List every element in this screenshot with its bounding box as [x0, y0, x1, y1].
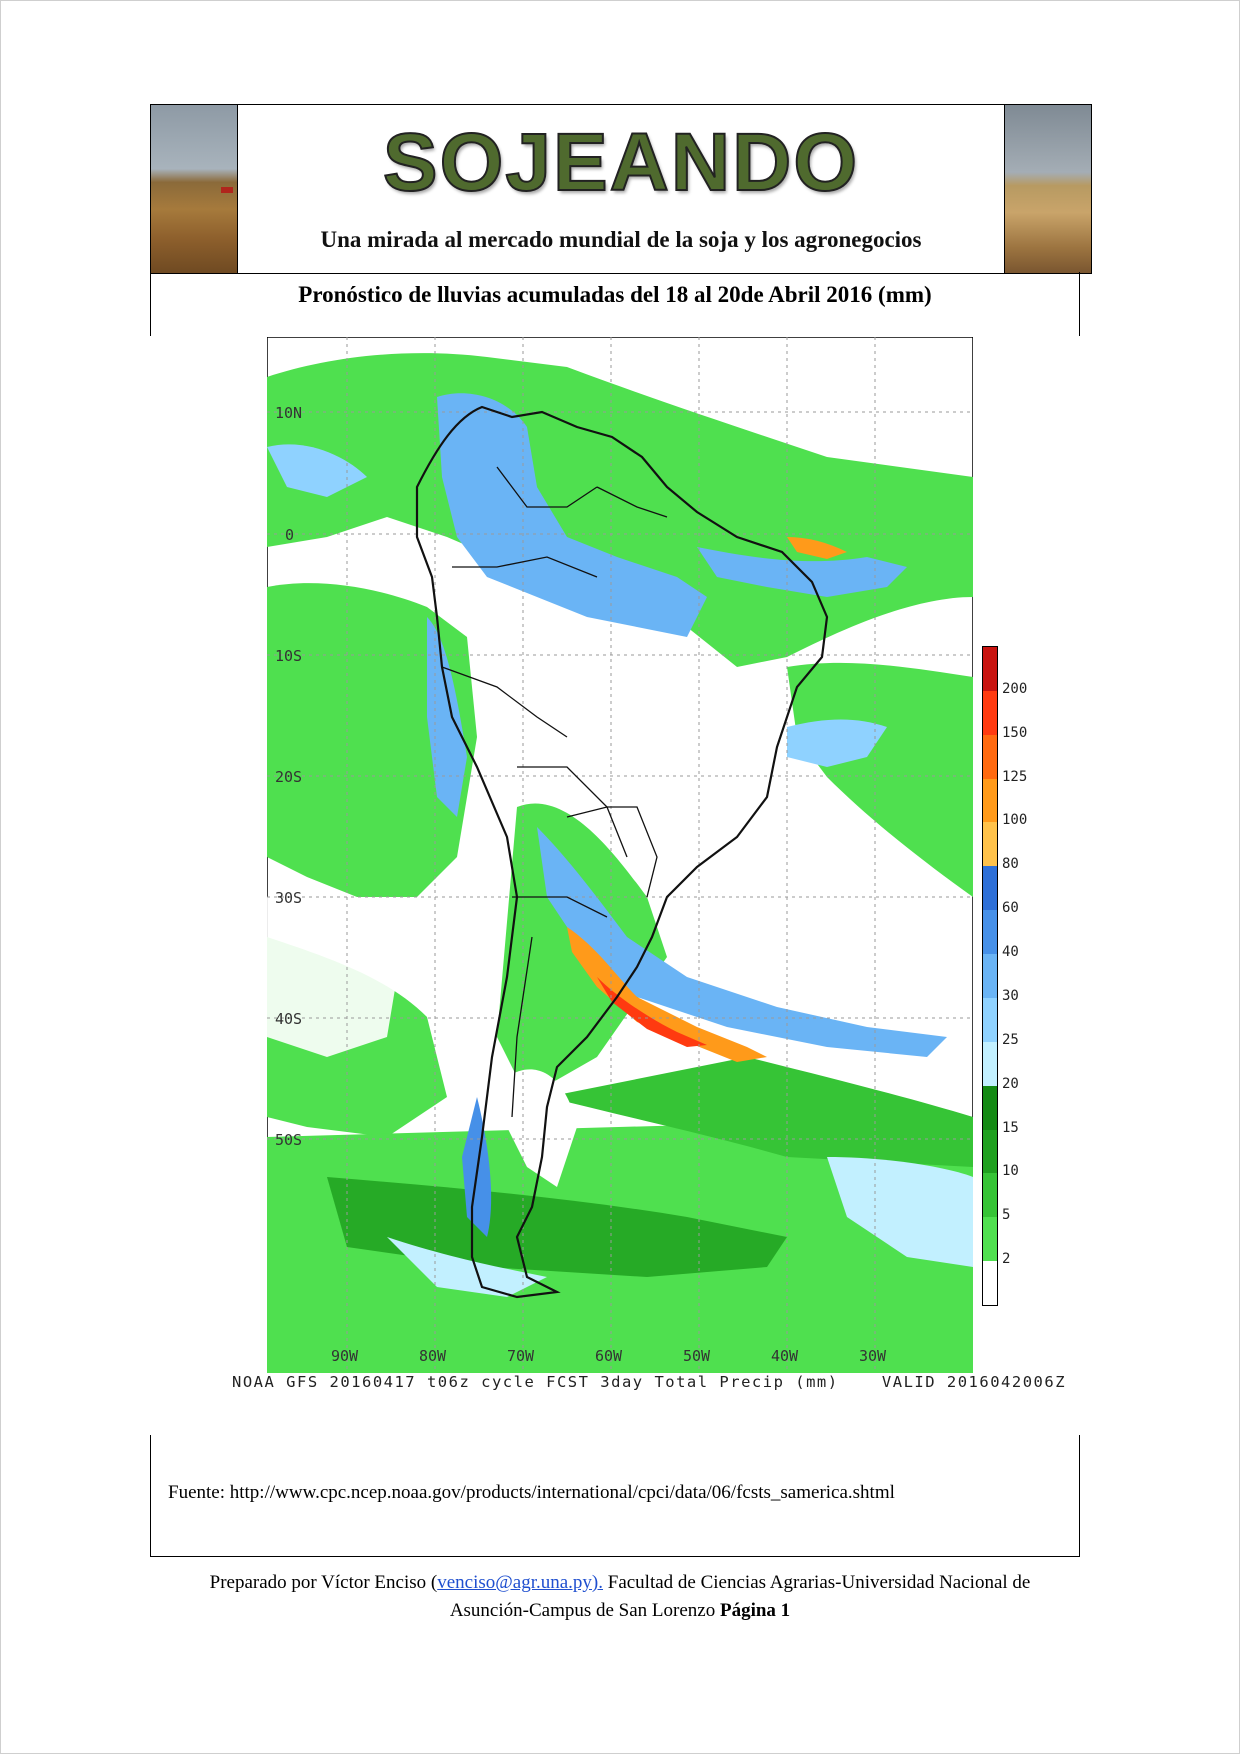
lat-label: 40S	[275, 1010, 302, 1028]
frame-right-bottom	[1079, 1435, 1080, 1557]
legend-swatch	[983, 1217, 997, 1262]
frame-left-bottom	[150, 1435, 151, 1557]
legend-label: 125	[1002, 768, 1028, 785]
lon-label: 60W	[595, 1347, 623, 1365]
legend-swatch	[983, 778, 997, 823]
legend-label: 2	[1002, 1251, 1011, 1268]
legend-swatch	[983, 954, 997, 998]
south-america-outline	[415, 405, 829, 1299]
source-text: Fuente: http://www.cpc.ncep.noaa.gov/pro…	[168, 1482, 895, 1503]
legend-swatch	[983, 866, 997, 911]
map-canvas: 10N 0 10S 20S 30S 40S 50S 90W 80W 70W 60…	[267, 337, 973, 1373]
legend-swatch	[983, 647, 997, 691]
precip-legend: 200 150 125 100 80 60 40 30 25 20 15 10 5 2	[982, 646, 1052, 1306]
legend-label: 10	[1002, 1163, 1019, 1180]
lon-label: 50W	[683, 1347, 711, 1365]
legend-label: 20	[1002, 1075, 1019, 1092]
legend-swatch	[983, 997, 997, 1042]
lat-label: 20S	[275, 768, 302, 786]
lat-label: 10N	[275, 404, 302, 422]
footer-credit: Preparado por Víctor Enciso (venciso@agr…	[0, 1572, 1240, 1594]
map-caption: NOAA GFS 20160417 t06z cycle FCST 3day T…	[232, 1373, 1067, 1391]
frame-left-top	[150, 272, 151, 336]
legend-swatch	[983, 1129, 997, 1174]
precipitation-map: 10N 0 10S 20S 30S 40S 50S 90W 80W 70W 60…	[267, 337, 973, 1373]
header-banner: SOJEANDO Una mirada al mercado mundial d…	[150, 104, 1092, 274]
legend-label: 25	[1002, 1031, 1019, 1048]
legend-label: 100	[1002, 812, 1028, 829]
lat-label: 50S	[275, 1131, 302, 1149]
legend-label: 150	[1002, 724, 1028, 741]
legend-swatch	[983, 910, 997, 955]
tractor-icon	[221, 187, 233, 193]
lon-label: 80W	[419, 1347, 447, 1365]
legend-label: 5	[1002, 1207, 1011, 1224]
lon-label: 70W	[507, 1347, 535, 1365]
footer-location: Asunción-Campus de San Lorenzo Página 1	[0, 1600, 1240, 1622]
field-photo-right	[1004, 105, 1091, 273]
map-title: Pronóstico de lluvias acumuladas del 18 …	[298, 282, 932, 307]
lon-label: 30W	[859, 1347, 887, 1365]
legend-swatch	[983, 1041, 997, 1086]
frame-bottom	[150, 1556, 1080, 1557]
legend-swatch	[983, 1173, 997, 1218]
page-number: Página 1	[719, 1600, 791, 1621]
lat-label: 30S	[275, 889, 302, 907]
legend-swatch	[983, 1085, 997, 1130]
legend-label: 80	[1002, 856, 1019, 873]
footer-suffix: Facultad de Ciencias Agrarias-Universida…	[603, 1572, 1031, 1593]
legend-label: 30	[1002, 987, 1019, 1004]
brand-subtitle: Una mirada al mercado mundial de la soja…	[320, 227, 922, 252]
footer-location-text: Asunción-Campus de San Lorenzo	[449, 1600, 720, 1621]
lon-label: 90W	[331, 1347, 359, 1365]
brand-title: SOJEANDO	[382, 116, 860, 209]
legend-swatch	[983, 734, 997, 779]
legend-label: 40	[1002, 944, 1019, 961]
footer-prefix: Preparado por Víctor Enciso (	[209, 1572, 438, 1593]
lat-label: 10S	[275, 647, 302, 665]
frame-right-top	[1079, 272, 1080, 336]
legend-swatch	[983, 1261, 997, 1305]
legend-label: 200	[1002, 680, 1028, 697]
legend-swatch	[983, 690, 997, 735]
field-photo-left	[151, 105, 238, 273]
legend-label: 15	[1002, 1119, 1019, 1136]
lat-label: 0	[285, 526, 294, 544]
legend-colorbar	[982, 646, 998, 1306]
legend-swatch	[983, 822, 997, 867]
lon-label: 40W	[771, 1347, 799, 1365]
legend-label: 60	[1002, 900, 1019, 917]
email-link[interactable]: venciso@agr.una.py).	[437, 1572, 603, 1593]
